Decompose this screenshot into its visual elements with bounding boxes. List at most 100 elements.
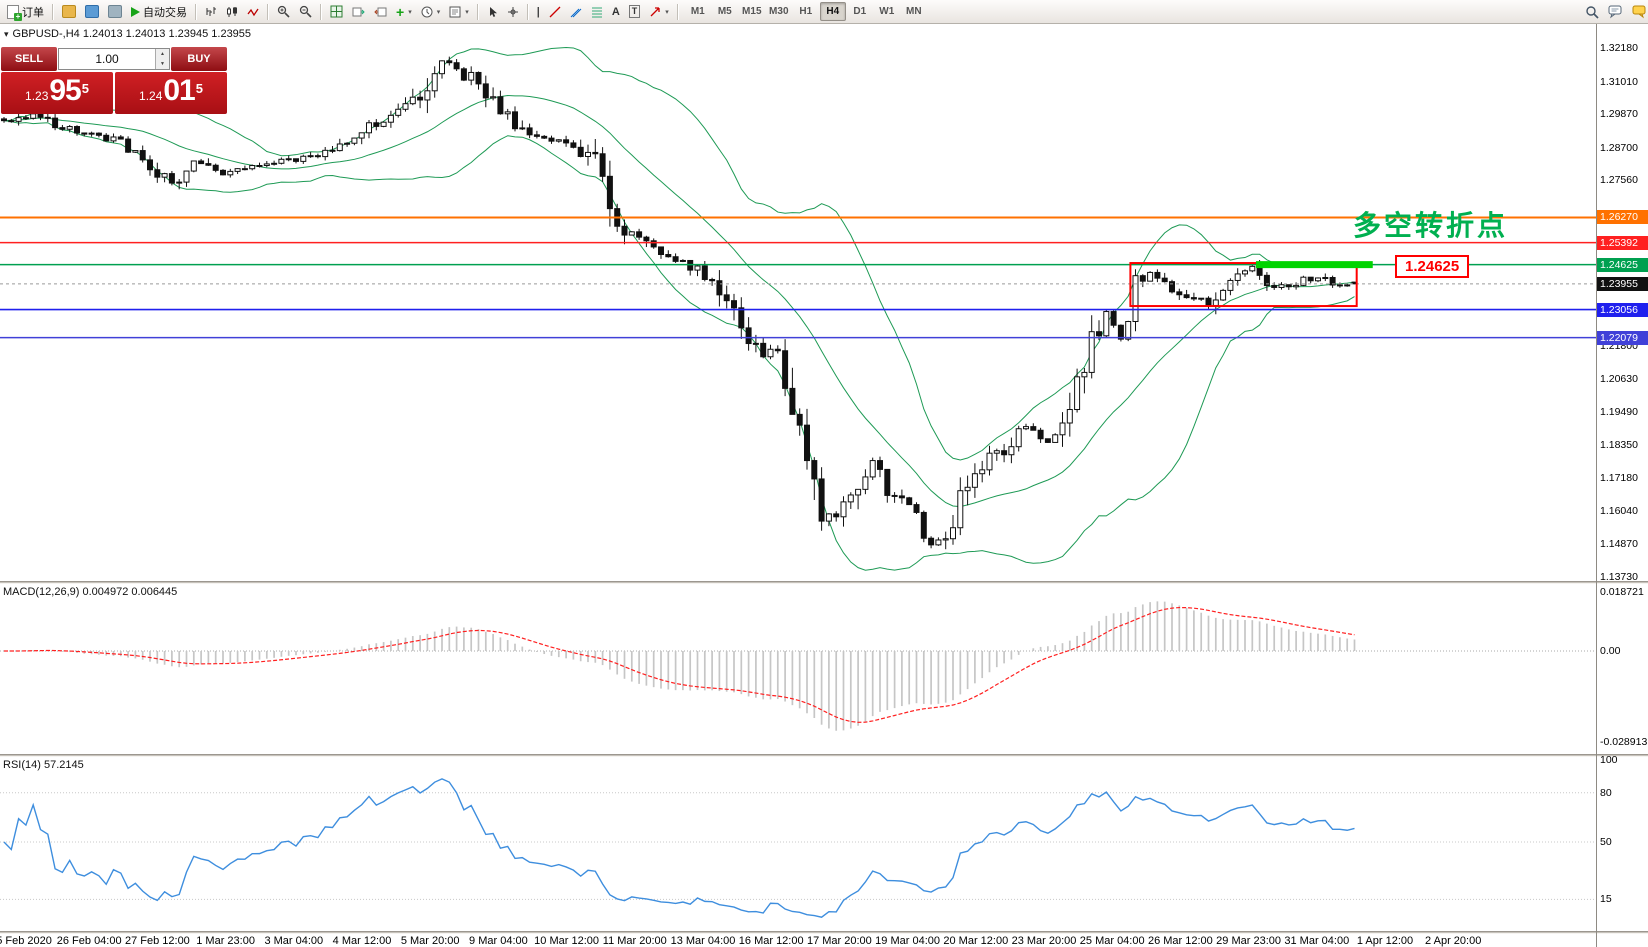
- price-axis-label: 1.14870: [1600, 538, 1638, 551]
- price-tag: 1.26270: [1597, 210, 1648, 225]
- vertical-line-button[interactable]: |: [533, 2, 544, 21]
- text-tool-button[interactable]: A: [608, 2, 624, 21]
- time-axis-label: 13 Mar 04:00: [670, 935, 736, 947]
- price-axis-label: 1.27560: [1600, 174, 1638, 187]
- data-window-icon: [85, 5, 99, 18]
- fibonacci-button[interactable]: [587, 2, 607, 21]
- trendline-button[interactable]: [545, 2, 565, 21]
- price-tag: 1.22079: [1597, 330, 1648, 345]
- time-axis-label: 25 Feb 2020: [0, 935, 52, 947]
- buy-price-sup: 5: [195, 81, 203, 96]
- panel-separator[interactable]: [0, 754, 1648, 757]
- sell-price[interactable]: 1.23 95 5: [1, 72, 113, 114]
- data-window-button[interactable]: [81, 2, 103, 21]
- zoom-out-icon: [299, 5, 312, 18]
- template-icon: [449, 6, 461, 17]
- panel-separator[interactable]: [0, 581, 1648, 584]
- buy-button[interactable]: BUY: [171, 47, 227, 71]
- chart-canvas[interactable]: [0, 0, 1596, 947]
- timeframe-button-h4[interactable]: H4: [819, 2, 846, 21]
- price-tag: 1.24625: [1597, 257, 1648, 272]
- timeframe-button-h1[interactable]: H1: [799, 6, 813, 17]
- cursor-button[interactable]: [483, 2, 502, 21]
- time-axis-label: 1 Apr 12:00: [1356, 935, 1414, 947]
- rsi-label: RSI(14) 57.2145: [3, 759, 84, 771]
- auto-scroll-icon: [352, 7, 365, 16]
- vertical-line-icon: |: [536, 5, 540, 18]
- timeframe-button-w1[interactable]: W1: [879, 6, 895, 17]
- tile-windows-button[interactable]: [326, 2, 347, 21]
- zoom-in-button[interactable]: [273, 2, 294, 21]
- volume-down-button[interactable]: ▼: [156, 59, 169, 69]
- new-order-button[interactable]: + 订单: [3, 2, 48, 21]
- time-axis-label: 19 Mar 04:00: [875, 935, 941, 947]
- channel-button[interactable]: [566, 2, 586, 21]
- templates-button[interactable]: ▾: [445, 2, 473, 21]
- text-tool-icon: A: [611, 5, 620, 18]
- zoom-out-button[interactable]: [295, 2, 316, 21]
- crosshair-icon: [507, 6, 518, 17]
- panel-separator[interactable]: [0, 931, 1648, 934]
- time-axis-label: 26 Feb 04:00: [56, 935, 122, 947]
- macd-axis-label: 0.00: [1600, 645, 1621, 657]
- sell-button[interactable]: SELL: [1, 47, 57, 71]
- timeframe-button-m5[interactable]: M5: [717, 6, 732, 17]
- text-label-button[interactable]: T: [625, 2, 645, 21]
- rsi-axis-label: 50: [1600, 836, 1612, 848]
- clock-icon: [421, 6, 433, 17]
- bar-chart-button[interactable]: [201, 2, 221, 21]
- price-tag: 1.23955: [1597, 276, 1648, 291]
- add-indicator-button[interactable]: + ▾: [392, 2, 416, 21]
- price-axis-label: 1.16040: [1600, 504, 1638, 517]
- time-axis-label: 9 Mar 04:00: [469, 935, 528, 947]
- trendline-icon: [549, 6, 561, 17]
- buy-price-prefix: 1.24: [139, 89, 163, 103]
- volume-field[interactable]: 1.00 ▲ ▼: [58, 48, 170, 70]
- timeframe-button-m30[interactable]: M30: [769, 6, 789, 17]
- timeframe-button-d1[interactable]: D1: [853, 6, 867, 17]
- time-axis-label: 4 Mar 12:00: [332, 935, 392, 947]
- symbol-icon: ▾: [4, 28, 9, 39]
- autotrade-button[interactable]: 自动交易: [127, 2, 191, 21]
- auto-scroll-button[interactable]: [348, 2, 369, 21]
- macd-axis-label: -0.028913: [1600, 736, 1648, 749]
- price-axis-border: [1596, 23, 1597, 947]
- timeframe-button-m15[interactable]: M15: [742, 6, 762, 17]
- chart-shift-button[interactable]: [370, 2, 391, 21]
- community-chat-button[interactable]: [1628, 2, 1648, 21]
- time-axis-label: 11 Mar 20:00: [602, 935, 667, 947]
- volume-up-button[interactable]: ▲: [156, 49, 169, 59]
- market-watch-button[interactable]: [58, 2, 80, 21]
- arrow-tool-icon: [650, 6, 660, 16]
- price-axis-label: 1.28700: [1600, 141, 1638, 154]
- autotrade-play-icon: [131, 6, 140, 17]
- periods-button[interactable]: ▾: [417, 2, 445, 21]
- timeframe-button-m1[interactable]: M1: [690, 6, 705, 17]
- time-axis-label: 10 Mar 12:00: [534, 935, 600, 947]
- navigator-button[interactable]: [104, 2, 126, 21]
- bar-chart-icon: [206, 6, 216, 16]
- chevron-down-icon: ▾: [665, 8, 669, 16]
- search-button[interactable]: [1581, 2, 1603, 21]
- chat-button[interactable]: [1604, 2, 1627, 21]
- toolbar-separator: [320, 3, 322, 20]
- price-axis-label: 1.31010: [1600, 75, 1638, 88]
- chat-icon: [1608, 5, 1622, 18]
- navigator-icon: [108, 5, 122, 18]
- price-axis: 1.32180 1.31010 1.29870 1.28700 1.27560 1.218…: [1597, 0, 1648, 947]
- arrows-tool-button[interactable]: ▾: [645, 2, 673, 21]
- buy-price[interactable]: 1.24 01 5: [115, 72, 227, 114]
- time-axis-label: 2 Apr 20:00: [1425, 935, 1482, 947]
- line-chart-button[interactable]: [243, 2, 263, 21]
- crosshair-button[interactable]: [503, 2, 523, 21]
- price-axis-label: 1.19490: [1600, 405, 1638, 418]
- volume-value[interactable]: 1.00: [95, 52, 119, 66]
- buy-price-big: 01: [163, 74, 195, 107]
- toolbar-separator: [476, 3, 479, 20]
- symbol-ohlc: ▾ GBPUSD-,H4 1.24013 1.24013 1.23945 1.2…: [4, 28, 251, 40]
- candlestick-chart-button[interactable]: [222, 2, 242, 21]
- timeframe-button-mn[interactable]: MN: [906, 6, 922, 17]
- price-axis-label: 1.20630: [1600, 373, 1638, 386]
- toolbar-separator: [195, 3, 197, 20]
